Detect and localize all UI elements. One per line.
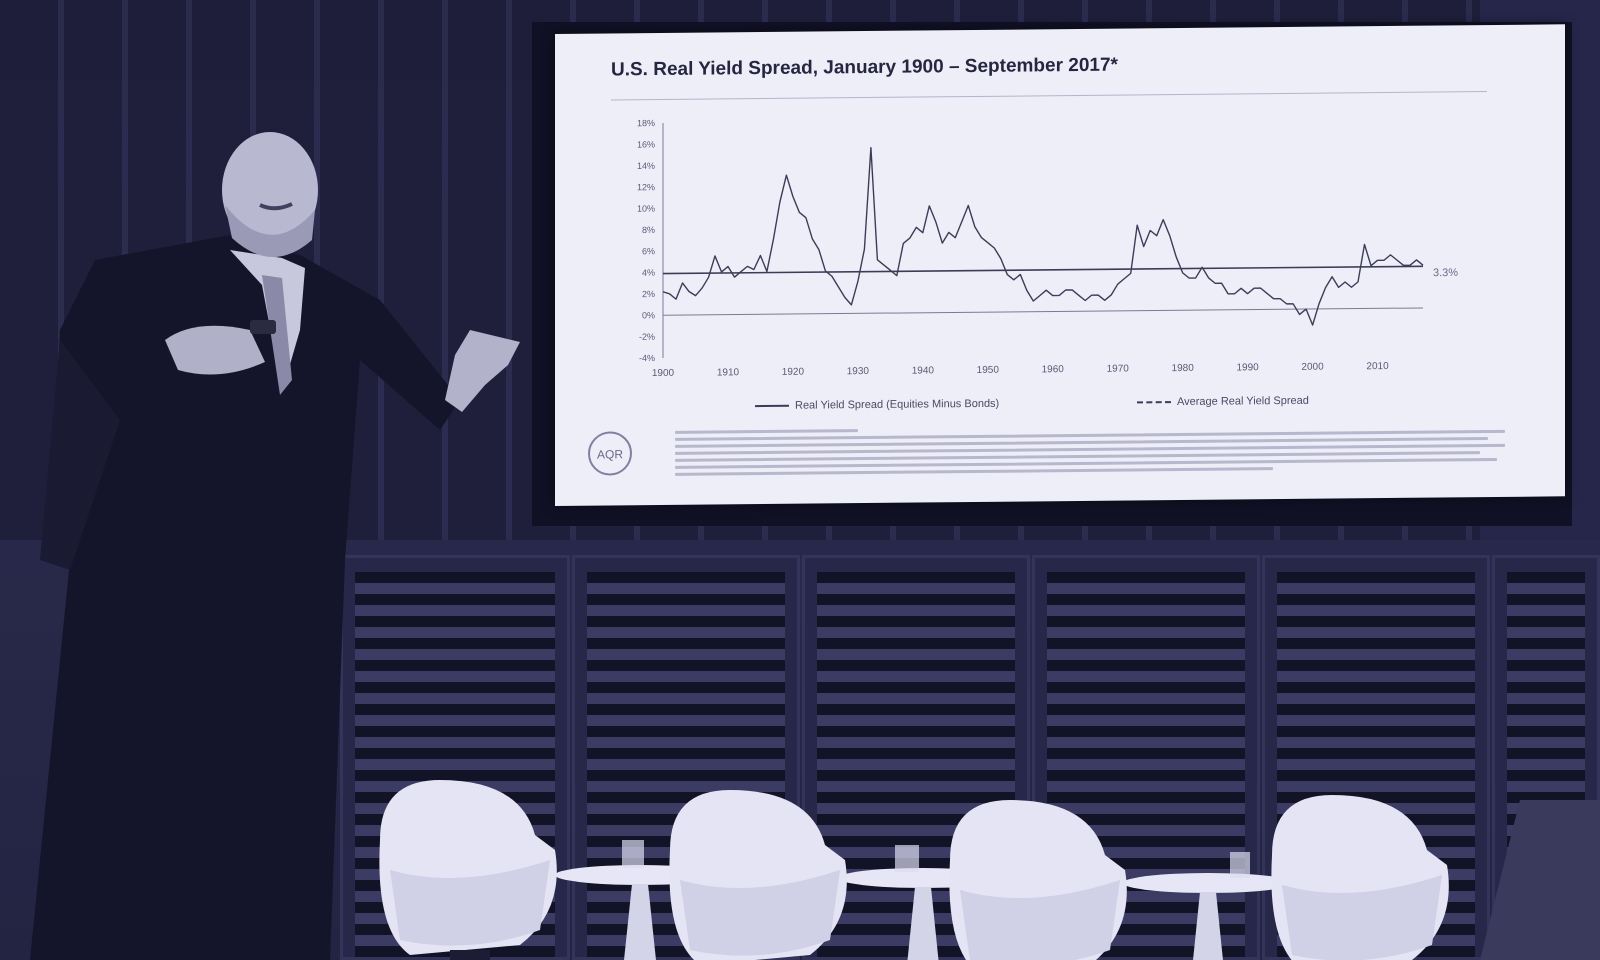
x-tick-label: 1970	[1107, 363, 1130, 374]
x-tick-label: 2000	[1301, 362, 1324, 373]
x-tick-label: 1950	[977, 365, 1000, 376]
y-tick-label: -2%	[639, 332, 655, 342]
y-tick-label: 12%	[637, 182, 655, 192]
y-tick-label: 16%	[637, 139, 655, 149]
white-armchair	[949, 800, 1127, 960]
projection-screen: U.S. Real Yield Spread, January 1900 – S…	[555, 24, 1565, 507]
y-tick-label: -4%	[639, 353, 655, 363]
y-tick-label: 6%	[642, 246, 655, 256]
side-table	[1123, 852, 1293, 960]
x-tick-label: 1990	[1236, 362, 1259, 373]
x-tick-label: 1960	[1042, 364, 1065, 375]
y-tick-label: 14%	[637, 161, 655, 171]
legend-average: Average Real Yield Spread	[1137, 395, 1309, 409]
legend-average-label: Average Real Yield Spread	[1177, 394, 1309, 409]
legend-dashed-line	[1137, 401, 1171, 404]
legend-series: Real Yield Spread (Equities Minus Bonds)	[755, 398, 999, 412]
slide-footnote	[675, 423, 1505, 480]
lectern-edge	[1480, 800, 1600, 960]
x-tick-label: 1910	[717, 367, 740, 378]
yield-spread-chart: 18% 16% 14% 12% 10% 8% 6% 4% 2% 0% -2% -4% 1900 1910 1…	[637, 118, 1458, 379]
y-tick-label: 4%	[642, 268, 655, 278]
average-value-label: 3.3%	[1433, 267, 1458, 279]
legend-series-label: Real Yield Spread (Equities Minus Bonds)	[795, 397, 1000, 412]
x-tick-label: 1980	[1172, 363, 1195, 374]
zero-line	[663, 307, 1423, 316]
average-spread-line	[663, 265, 1423, 275]
real-yield-spread-line	[662, 146, 1424, 326]
y-tick-label: 2%	[642, 289, 655, 299]
x-tick-label: 1920	[782, 367, 805, 378]
y-tick-label: 18%	[637, 118, 655, 128]
x-tick-label: 1900	[652, 368, 675, 379]
legend-solid-line	[755, 404, 789, 408]
x-tick-label: 2010	[1366, 361, 1389, 372]
white-armchair	[1271, 795, 1449, 960]
speaker	[30, 132, 520, 960]
x-tick-label: 1940	[912, 365, 935, 376]
y-tick-label: 0%	[642, 310, 655, 320]
y-tick-label: 10%	[637, 203, 655, 213]
white-armchair	[379, 780, 557, 960]
white-armchair	[669, 790, 847, 960]
y-tick-label: 8%	[642, 225, 655, 235]
x-tick-label: 1930	[847, 366, 870, 377]
